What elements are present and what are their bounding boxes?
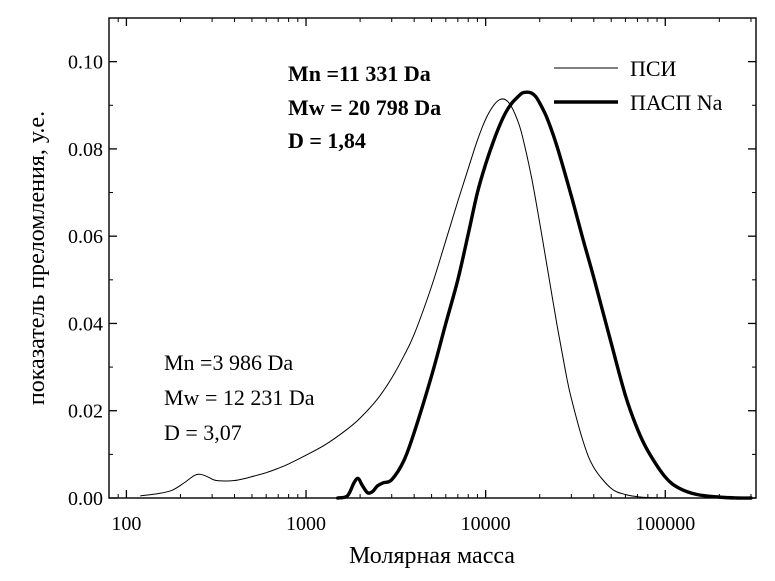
annotation-psi-mw: Mw = 12 231 Da xyxy=(164,385,315,410)
legend: ПСИ ПАСП Na xyxy=(554,56,723,115)
legend-label-psi: ПСИ xyxy=(630,56,677,81)
y-tick-label: 0.08 xyxy=(68,139,103,161)
y-tick-label: 0.00 xyxy=(68,488,103,510)
x-tick-label: 1000 xyxy=(286,513,326,535)
annotation-pasp: Mn =11 331 Da Mw = 20 798 Da D = 1,84 xyxy=(288,61,441,153)
x-tick-label: 10000 xyxy=(461,513,511,535)
annotation-pasp-d: D = 1,84 xyxy=(288,128,366,153)
x-axis: 100 1000 10000 100000 xyxy=(108,18,752,535)
plot-area xyxy=(108,17,757,499)
series-layer xyxy=(140,90,753,500)
x-axis-label: Молярная масса xyxy=(349,543,515,569)
plot-frame xyxy=(108,17,757,499)
annotation-psi-d: D = 3,07 xyxy=(164,420,242,445)
x-tick-label: 100 xyxy=(111,513,141,535)
x-tick-label: 100000 xyxy=(635,513,695,535)
y-tick-label: 0.06 xyxy=(68,226,103,248)
series-psi-line xyxy=(140,98,666,499)
legend-label-pasp: ПАСП Na xyxy=(630,90,723,115)
annotation-psi-mn: Mn =3 986 Da xyxy=(164,350,293,375)
y-axis: 0.00 0.02 0.04 0.06 0.08 0.10 xyxy=(68,52,756,510)
annotation-pasp-mn: Mn =11 331 Da xyxy=(288,61,431,86)
y-tick-label: 0.04 xyxy=(68,313,103,335)
y-axis-label: показатель преломления, у.е. xyxy=(24,111,50,405)
annotation-pasp-mw: Mw = 20 798 Da xyxy=(288,95,441,120)
y-tick-label: 0.10 xyxy=(68,52,103,74)
series-pasp-na-line xyxy=(335,90,753,500)
annotation-psi: Mn =3 986 Da Mw = 12 231 Da D = 3,07 xyxy=(164,350,315,445)
y-tick-label: 0.02 xyxy=(68,401,103,423)
